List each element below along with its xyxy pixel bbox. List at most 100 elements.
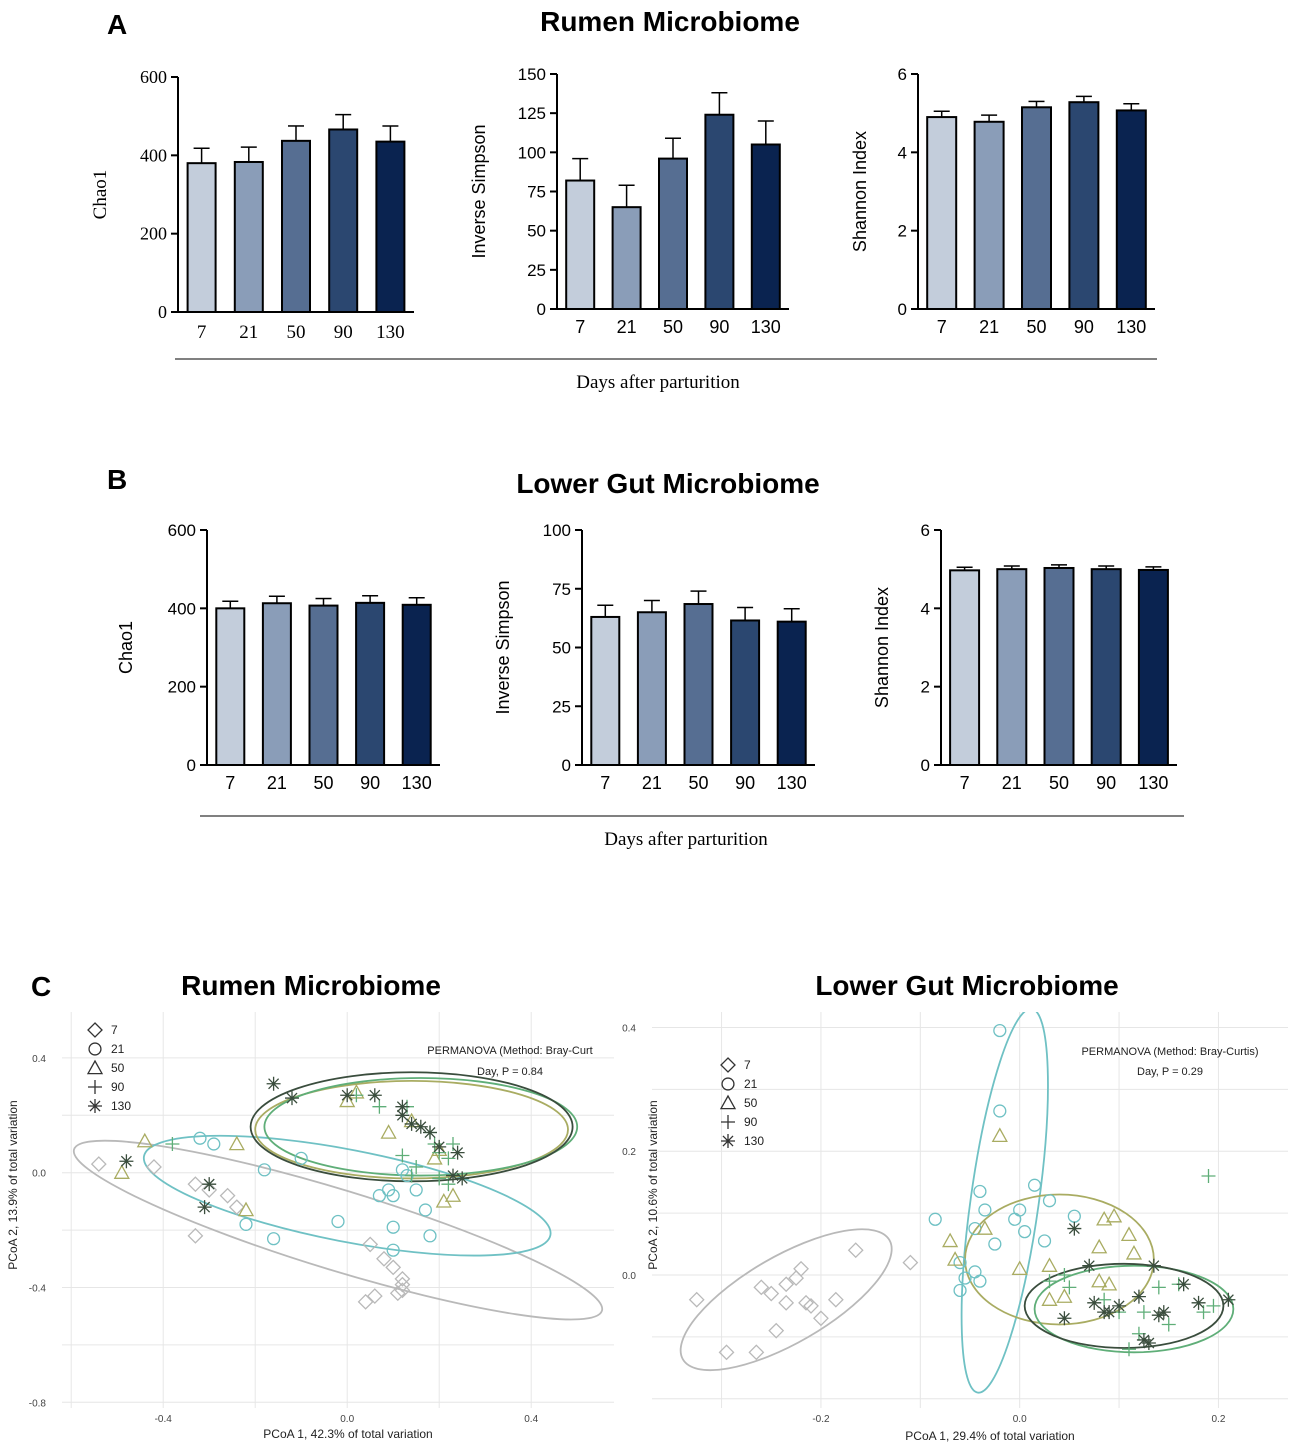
point-day-21 — [1013, 1203, 1027, 1217]
x-tick-label: 50 — [1049, 773, 1069, 793]
chart-a-inverse-simpson: 0 25 50 75 100 125 150 Inverse Simpson 7 21 50 90 13… — [469, 65, 789, 337]
x-tick-label: 7 — [960, 773, 970, 793]
legend-marker-day-130 — [721, 1134, 735, 1148]
x-axis-label: PCoA 1, 29.4% of total variation — [905, 1429, 1074, 1443]
point-day-21 — [968, 1265, 982, 1279]
x-tick-label: 90 — [709, 317, 729, 337]
y-tick-label: 25 — [527, 261, 546, 280]
point-day-50 — [237, 1201, 255, 1217]
point-day-7 — [847, 1242, 864, 1259]
x-tick-label: 50 — [287, 322, 306, 343]
permanova-method: PERMANOVA (Method: Bray-Curtis) — [1081, 1046, 1258, 1058]
bar-day-130 — [1115, 109, 1147, 310]
panel-c-letter: C — [31, 971, 51, 1002]
point-day-90 — [1201, 1168, 1216, 1183]
point-day-21 — [1067, 1209, 1081, 1223]
point-day-50 — [1105, 1207, 1123, 1223]
point-day-90 — [441, 1151, 456, 1166]
x-tick-label: 0.0 — [340, 1414, 354, 1425]
point-day-7 — [219, 1187, 236, 1204]
legend-label: 7 — [111, 1023, 118, 1037]
point-day-21 — [953, 1283, 967, 1298]
legend-label: 130 — [111, 1099, 131, 1113]
panel-a-title: Rumen Microbiome — [540, 6, 800, 37]
bar-day-50 — [1021, 106, 1052, 310]
point-day-130 — [197, 1200, 212, 1215]
y-tick-label: 0.0 — [32, 1169, 46, 1180]
bar-day-130 — [1137, 568, 1169, 767]
y-tick-label: 75 — [552, 580, 571, 599]
y-tick-label: 0 — [562, 756, 571, 775]
point-day-50 — [1101, 1275, 1118, 1291]
point-day-21 — [331, 1214, 345, 1229]
series-day-21 — [928, 1023, 1081, 1298]
bar-day-21 — [996, 568, 1028, 767]
legend-label: 90 — [111, 1080, 125, 1094]
bar-day-7 — [949, 569, 981, 767]
point-day-21 — [207, 1137, 221, 1151]
y-tick-label: 0 — [921, 756, 930, 775]
point-day-21 — [386, 1189, 400, 1203]
point-day-21 — [953, 1255, 967, 1270]
y-tick-label: 100 — [543, 521, 571, 540]
bar-day-21 — [973, 120, 1005, 310]
x-tick-label: 130 — [1138, 773, 1168, 793]
y-tick-label: 0 — [158, 302, 167, 322]
bar-day-90 — [730, 619, 761, 766]
point-day-7 — [753, 1279, 770, 1296]
point-day-130 — [1176, 1277, 1191, 1292]
point-day-130 — [1146, 1258, 1161, 1273]
y-tick-label: 0.2 — [622, 1147, 636, 1158]
point-day-7 — [778, 1276, 795, 1293]
point-day-130 — [1141, 1336, 1156, 1351]
point-day-130 — [1067, 1221, 1082, 1236]
bar-day-21 — [636, 611, 667, 766]
chart-a-shannon: 0 2 4 6 Shannon Index 7 21 50 90 130 — [850, 65, 1155, 337]
point-day-7 — [357, 1293, 374, 1310]
point-day-130 — [395, 1108, 410, 1123]
y-tick-label: 0 — [537, 300, 546, 319]
point-day-21 — [958, 1271, 972, 1285]
point-day-21 — [386, 1243, 400, 1257]
point-day-50 — [136, 1132, 153, 1148]
point-day-7 — [376, 1250, 392, 1267]
point-day-7 — [394, 1282, 411, 1299]
point-day-7 — [228, 1199, 245, 1216]
x-tick-label: 7 — [225, 773, 235, 793]
y-axis-label: Chao1 — [116, 621, 136, 674]
point-day-7 — [366, 1288, 383, 1305]
point-day-90 — [1042, 1274, 1057, 1289]
bar-day-50 — [1043, 566, 1075, 766]
y-tick-label: 400 — [168, 599, 196, 618]
y-tick-label: 75 — [527, 183, 546, 202]
y-tick-label: 0.4 — [32, 1054, 46, 1065]
x-tick-label: 7 — [197, 322, 207, 343]
legend-marker-day-7 — [720, 1057, 736, 1073]
x-tick-label: -0.2 — [812, 1414, 830, 1425]
ellipse-day-21 — [142, 1134, 552, 1257]
bar-day-90 — [328, 128, 359, 313]
point-day-21 — [1008, 1212, 1022, 1226]
point-day-50 — [380, 1124, 397, 1139]
point-day-50 — [1056, 1288, 1073, 1303]
point-day-90 — [395, 1148, 410, 1163]
y-tick-label: 200 — [168, 678, 196, 697]
ellipses — [72, 1071, 604, 1321]
point-day-50 — [991, 1127, 1008, 1142]
bar-day-130 — [750, 143, 781, 310]
x-tick-label: 21 — [617, 317, 637, 337]
bar-day-7 — [565, 179, 596, 310]
point-day-90 — [1206, 1298, 1221, 1313]
point-day-50 — [976, 1220, 994, 1235]
legend-label: 7 — [744, 1058, 751, 1072]
x-tick-label: 130 — [402, 773, 432, 793]
x-tick-label: 130 — [376, 322, 405, 343]
y-tick-label: -0.8 — [29, 1398, 47, 1409]
bar-day-21 — [233, 160, 264, 313]
y-axis-label: Inverse Simpson — [493, 580, 513, 714]
x-tick-label: 0.2 — [1211, 1414, 1225, 1425]
x-tick-label: 130 — [751, 317, 781, 337]
bar-day-7 — [186, 162, 217, 313]
point-day-7 — [385, 1259, 402, 1276]
